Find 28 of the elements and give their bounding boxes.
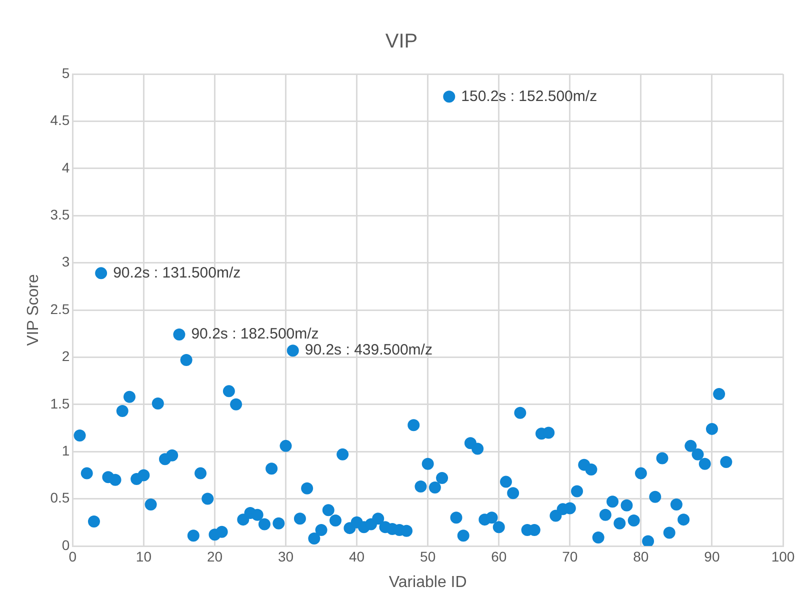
y-tick-label: 1.5 [50, 395, 70, 412]
x-tick-label: 100 [771, 548, 795, 564]
y-tick-label: 0 [62, 536, 70, 553]
y-tick-label: 1 [62, 442, 70, 458]
y-tick-label: 2.5 [50, 300, 70, 317]
x-tick-label: 70 [562, 548, 578, 564]
x-tick-label: 60 [491, 548, 507, 564]
x-axis-title: Variable ID [388, 574, 467, 591]
y-tick-label: 3.5 [50, 206, 70, 222]
y-tick-label: 4 [62, 159, 70, 176]
annotation: 90.2s : 439.500m/z [304, 342, 432, 359]
annotation: 150.2s : 152.500m/z [461, 88, 598, 105]
y-tick-label: 3 [62, 254, 70, 270]
x-tick-label: 50 [420, 548, 436, 564]
y-tick-label: 2 [62, 348, 70, 364]
x-tick-label: 80 [633, 548, 649, 564]
y-axis-title: VIP Score [25, 274, 42, 346]
x-tick-label: 40 [349, 548, 365, 564]
y-tick-label: 4.5 [50, 112, 70, 128]
annotation: 90.2s : 182.500m/z [191, 326, 319, 343]
chart-title: VIP [385, 30, 418, 53]
x-tick-label: 30 [278, 548, 294, 564]
y-tick-label: 5 [62, 64, 70, 81]
x-tick-label: 10 [136, 548, 152, 564]
x-tick-label: 90 [704, 548, 720, 564]
annotation: 90.2s : 131.500m/z [113, 264, 241, 282]
x-tick-label: 20 [206, 548, 223, 564]
y-tick-label: 0.5 [50, 490, 70, 506]
